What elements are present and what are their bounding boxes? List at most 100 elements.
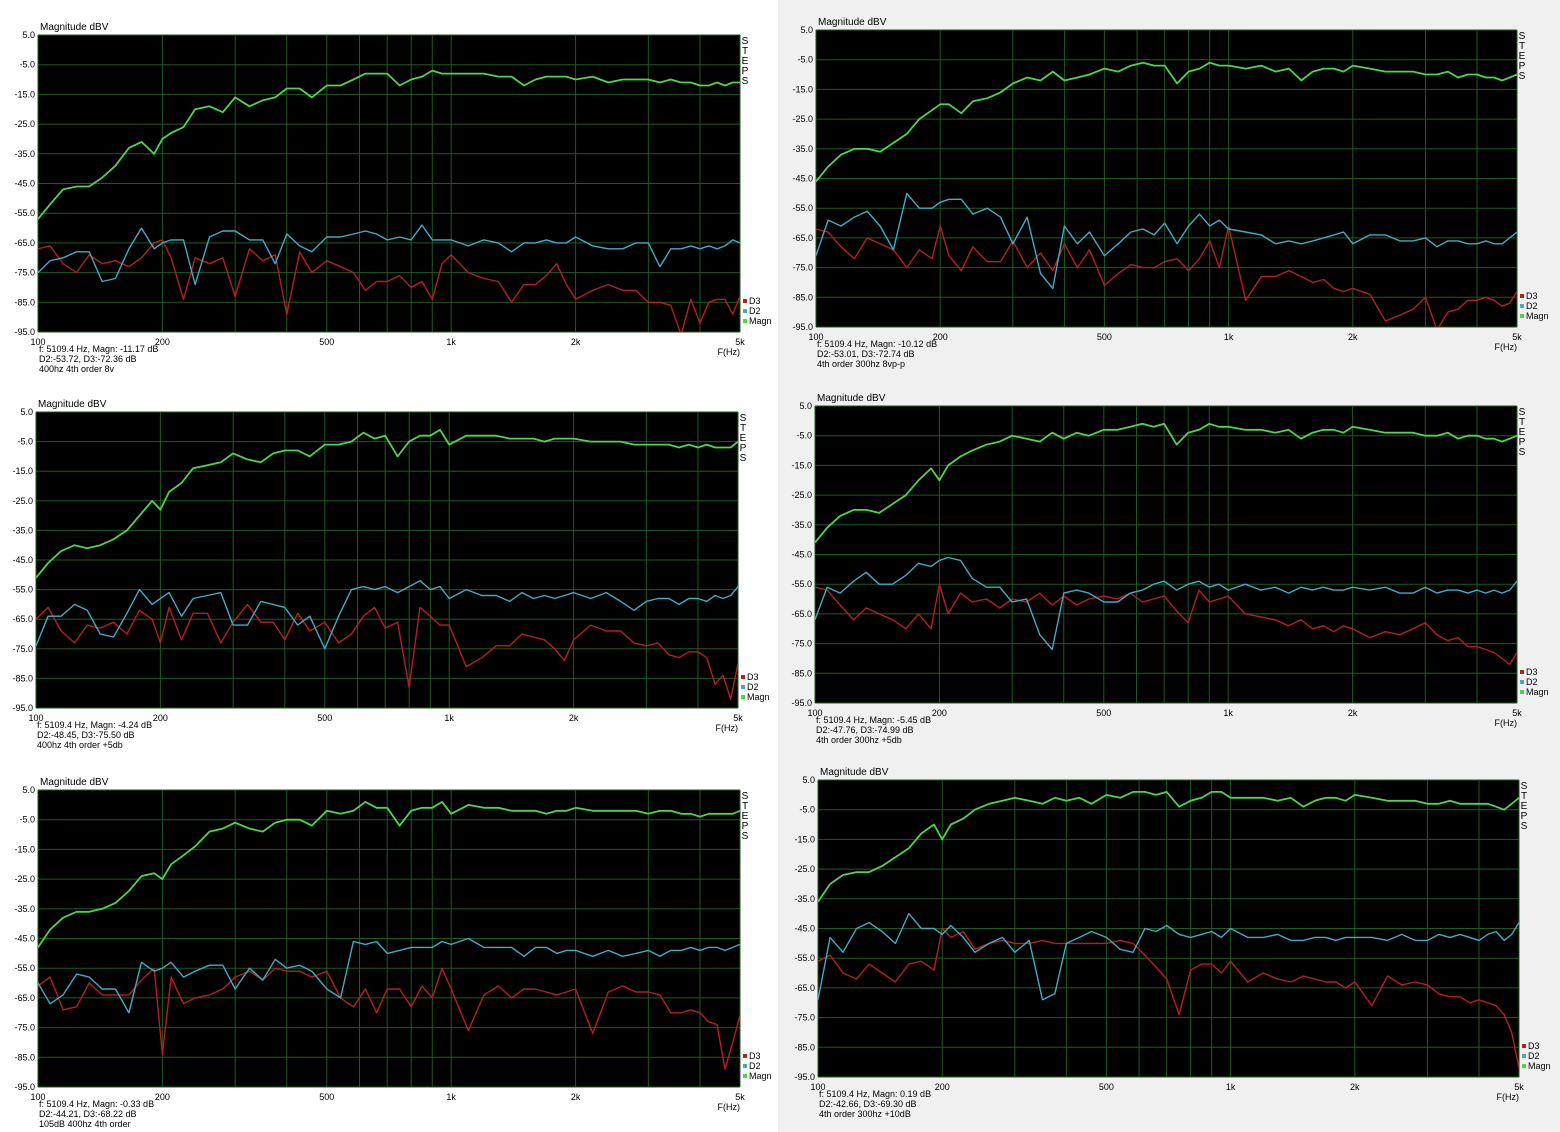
legend-label-d3: D3: [747, 672, 759, 682]
series-line-magn: [815, 422, 1517, 544]
x-tick-label: 100: [30, 1092, 45, 1102]
y-tick-label: -85.0: [12, 673, 33, 683]
y-axis-title: Magnitude dBV: [38, 399, 107, 410]
y-tick-label: -65.0: [791, 609, 812, 619]
x-tick-label: 500: [1096, 708, 1111, 718]
steps-letter: P: [1519, 61, 1526, 72]
chart-panel-4: Magnitude dBV 5.0 -5.0 -15.0 -25.0 -35.0 -45.0…: [791, 393, 1548, 745]
legend-swatch-magn: [1522, 1064, 1526, 1068]
steps-letter: E: [1519, 427, 1526, 438]
series-line-magn: [38, 69, 740, 220]
steps-letter: P: [740, 443, 747, 454]
readout-line-2: D2:-42.66, D3:-69.30 dB: [819, 1099, 917, 1109]
y-tick-label: -85.0: [14, 1052, 35, 1062]
y-tick-label: -85.0: [14, 297, 35, 307]
legend-swatch-d3: [741, 675, 745, 679]
legend-swatch-magn: [743, 1074, 747, 1078]
x-tick-label: 500: [1097, 332, 1112, 342]
steps-letter: E: [742, 811, 749, 822]
readout-line-3: 4th order 300hz +10dB: [819, 1109, 911, 1119]
x-axis-title: F(Hz): [1495, 718, 1518, 728]
y-tick-label: -45.0: [14, 934, 35, 944]
legend-label-magn: Magn: [1528, 1061, 1551, 1071]
y-tick-label: -25.0: [791, 490, 812, 500]
legend-label-magn: Magn: [749, 316, 772, 326]
legend-swatch-d2: [1520, 304, 1524, 308]
readout-line-1: f: 5109.4 Hz, Magn: -0.33 dB: [39, 1099, 154, 1109]
y-tick-label: -25.0: [12, 496, 33, 506]
legend-swatch-d2: [1520, 680, 1524, 684]
series-line-magn: [816, 61, 1517, 183]
x-tick-label: 500: [317, 713, 332, 723]
y-tick-label: -5.0: [19, 815, 35, 825]
series-line-d2: [38, 224, 740, 286]
legend-swatch-d3: [1520, 670, 1524, 674]
x-tick-label: 500: [319, 337, 334, 347]
y-tick-label: -95.0: [792, 322, 813, 332]
readout-line-2: D2:-47.76, D3:-74.99 dB: [816, 725, 914, 735]
y-tick-label: -5.0: [796, 431, 812, 441]
legend-label-magn: Magn: [747, 692, 770, 702]
x-tick-label: 100: [808, 332, 823, 342]
series-line-magn: [818, 791, 1519, 903]
x-tick-label: 1k: [1224, 332, 1234, 342]
x-axis-title: F(Hz): [716, 723, 739, 733]
readout-line-1: f: 5109.4 Hz, Magn: -5.45 dB: [816, 715, 931, 725]
legend-swatch-magn: [743, 319, 747, 323]
x-tick-label: 5k: [735, 1092, 745, 1102]
readout-line-3: 4th order 300hz +5db: [816, 735, 902, 745]
steps-letter: P: [742, 66, 749, 77]
y-tick-label: -25.0: [14, 874, 35, 884]
x-tick-label: 5k: [733, 713, 743, 723]
legend-swatch-magn: [741, 695, 745, 699]
readout-line-2: D2:-53.01, D3:-72.74 dB: [817, 349, 915, 359]
legend-swatch-magn: [1520, 690, 1524, 694]
series-line-d2: [816, 192, 1517, 290]
readout-line-2: D2:-53.72, D3:-72.36 dB: [39, 354, 137, 364]
x-tick-label: 200: [935, 1082, 950, 1092]
y-tick-label: -85.0: [792, 292, 813, 302]
y-axis-title: Magnitude dBV: [40, 777, 109, 788]
y-tick-label: -35.0: [14, 149, 35, 159]
legend-swatch-d3: [743, 1054, 747, 1058]
y-tick-label: -25.0: [794, 864, 815, 874]
x-tick-label: 100: [30, 337, 45, 347]
steps-letter: S: [1519, 407, 1526, 418]
readout-line-3: 4th order 300hz 8vp-p: [817, 359, 905, 369]
y-tick-label: -15.0: [12, 466, 33, 476]
y-tick-label: -35.0: [792, 144, 813, 154]
steps-letter: P: [742, 821, 749, 832]
readout-line-1: f: 5109.4 Hz, Magn: -10.12 dB: [817, 339, 937, 349]
legend-label-d3: D3: [1526, 291, 1538, 301]
x-tick-label: 5k: [1514, 1082, 1524, 1092]
readout-line-1: f: 5109.4 Hz, Magn: -4.24 dB: [37, 720, 152, 730]
steps-letter: T: [740, 423, 746, 434]
y-axis-title: Magnitude dBV: [40, 22, 109, 33]
steps-letter: S: [742, 791, 749, 802]
steps-letter: P: [1521, 811, 1528, 822]
x-tick-label: 5k: [735, 337, 745, 347]
x-tick-label: 2k: [1348, 332, 1358, 342]
readout-line-3: 105dB 400hz 4th order: [39, 1119, 131, 1129]
y-tick-label: -45.0: [794, 924, 815, 934]
y-tick-label: -55.0: [12, 585, 33, 595]
y-tick-label: -75.0: [794, 1013, 815, 1023]
y-tick-label: -45.0: [14, 179, 35, 189]
y-tick-label: -5.0: [19, 60, 35, 70]
y-tick-label: -95.0: [14, 1082, 35, 1092]
y-tick-label: -95.0: [794, 1072, 815, 1082]
y-tick-label: -5.0: [799, 805, 815, 815]
x-tick-label: 200: [155, 1092, 170, 1102]
x-tick-label: 2k: [571, 337, 581, 347]
readout-line-3: 400hz 4th order 8v: [39, 364, 115, 374]
steps-letter: T: [1519, 417, 1525, 428]
series-line-d3: [38, 239, 740, 332]
y-tick-label: -75.0: [791, 639, 812, 649]
y-tick-label: -45.0: [792, 174, 813, 184]
x-tick-label: 200: [932, 708, 947, 718]
steps-letter: E: [1521, 801, 1528, 812]
y-tick-label: -45.0: [791, 550, 812, 560]
x-tick-label: 2k: [1348, 708, 1358, 718]
steps-letter: T: [1521, 791, 1527, 802]
